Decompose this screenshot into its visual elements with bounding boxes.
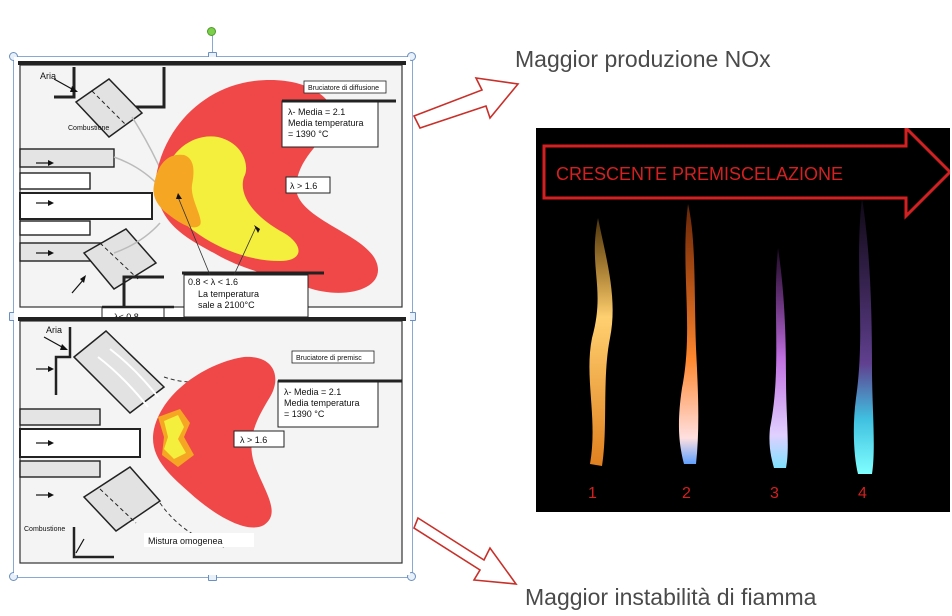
heading-nox: Maggior produzione NOx [515, 46, 771, 72]
premix-flame-red [152, 356, 276, 528]
diffusion-range-line2: La temperatura [198, 289, 259, 299]
diffusion-burner-title: Bruciatore di diffusione [308, 85, 379, 92]
premix-mean-line3: = 1390 °C [284, 409, 325, 419]
premix-burner-panel: Bruciatore di premisc Aria Combustione λ… [18, 317, 406, 564]
diffusion-combustion-label: Combustione [68, 125, 109, 132]
resize-handle-br[interactable] [407, 572, 416, 581]
premix-combustion-label: Combustione [24, 526, 65, 533]
premix-lambda-outer: λ > 1.6 [240, 435, 267, 445]
burner-diagram: Bruciatore di diffusione Aria Combustion… [14, 57, 410, 575]
diffusion-burner-panel: Bruciatore di diffusione Aria Combustion… [18, 61, 406, 318]
diffusion-flame-yellow [163, 136, 299, 261]
flame-4 [853, 198, 874, 474]
flame-number-1: 1 [588, 485, 597, 502]
heading-instability: Maggior instabilità di fiamma [525, 584, 817, 610]
flame-number-2: 2 [682, 485, 691, 502]
diffusion-range-line3: sale a 2100°C [198, 300, 255, 310]
premix-banner-arrow [542, 128, 950, 220]
diffusion-flame-orange [153, 154, 201, 228]
premix-mean-line2: Media temperatura [284, 398, 360, 408]
premix-air-duct-lower [82, 466, 162, 532]
diffusion-mean-line2: Media temperatura [288, 118, 364, 128]
premix-mean-line1: λ- Media = 2.1 [284, 387, 341, 397]
diffusion-range-line1: 0.8 < λ < 1.6 [188, 277, 238, 287]
resize-handle-tl[interactable] [9, 52, 18, 61]
flame-1 [589, 218, 613, 466]
resize-handle-tr[interactable] [407, 52, 416, 61]
flame-3 [769, 248, 788, 468]
premix-flame-yellow [164, 415, 186, 459]
premix-mixture-label: Mistura omogenea [148, 536, 223, 546]
premix-air-label: Aria [46, 325, 62, 335]
arrow-down-right [413, 516, 518, 585]
flame-number-4: 4 [858, 485, 867, 502]
flame-2 [678, 204, 699, 464]
resize-handle-bl[interactable] [9, 572, 18, 581]
diffusion-mean-line3: = 1390 °C [288, 129, 329, 139]
air-duct-upper-1 [74, 78, 144, 138]
air-duct-lower-1 [82, 228, 158, 290]
diffusion-lambda-outer: λ > 1.6 [290, 181, 317, 191]
arrow-up-right [412, 76, 520, 129]
diffusion-mean-line1: λ- Media = 2.1 [288, 107, 345, 117]
premix-burner-title: Bruciatore di premisc [296, 355, 362, 362]
premix-banner-text: CRESCENTE PREMISCELAZIONE [556, 164, 843, 184]
rotation-handle[interactable] [207, 27, 216, 36]
flames-photo: CRESCENTE PREMISCELAZIONE 1 2 3 4 [536, 128, 950, 512]
rotation-handle-stem [212, 34, 213, 56]
flame-number-3: 3 [770, 485, 779, 502]
premix-air-duct-upper [72, 329, 166, 414]
diffusion-air-label: Aria [40, 71, 56, 81]
